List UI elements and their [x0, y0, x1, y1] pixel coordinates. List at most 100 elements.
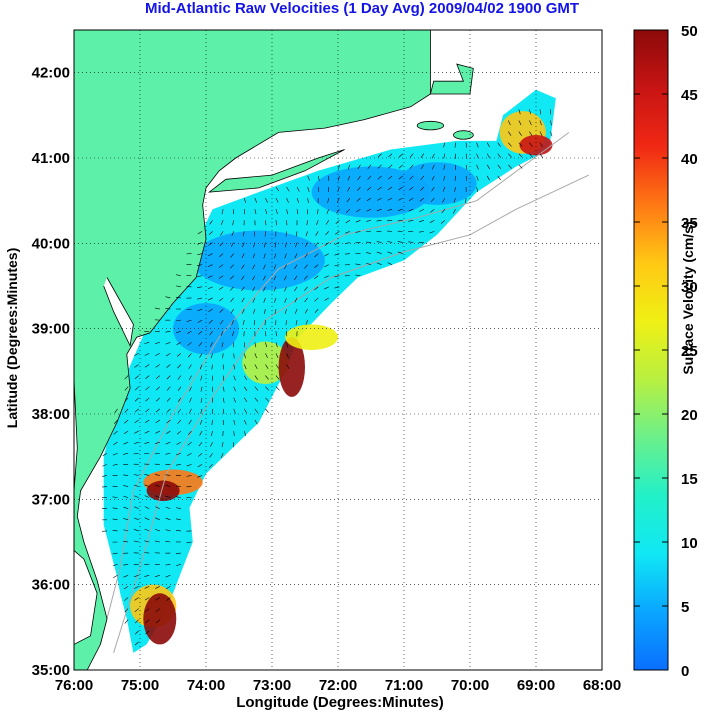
current-vector: [112, 518, 118, 521]
current-vector: [376, 219, 382, 222]
sound: [74, 549, 98, 645]
current-vector: [211, 364, 213, 370]
current-vector: [408, 197, 414, 201]
current-vector: [314, 242, 319, 247]
current-vector: [134, 353, 139, 356]
current-vector: [294, 253, 298, 259]
current-vector: [133, 474, 139, 476]
current-vector: [296, 209, 299, 215]
colorbar-tick-label: 50: [681, 23, 698, 40]
current-vector: [325, 220, 330, 225]
current-vector: [166, 397, 171, 402]
current-vector: [207, 264, 213, 267]
current-vector: [208, 253, 213, 257]
current-vector: [356, 197, 361, 202]
current-vector: [230, 253, 234, 258]
current-vector: [229, 275, 234, 280]
current-vector: [305, 320, 308, 325]
current-vector: [443, 142, 446, 148]
current-vector: [233, 408, 236, 414]
current-vector: [198, 330, 203, 335]
current-vector: [197, 253, 203, 256]
current-vector: [133, 495, 139, 498]
current-vector: [397, 251, 403, 254]
x-tick-label: 71:00: [385, 677, 423, 694]
current-vector: [197, 297, 203, 300]
current-vector: [265, 386, 270, 391]
current-vector: [465, 175, 468, 181]
current-vector: [366, 208, 372, 212]
current-vector: [155, 364, 160, 368]
current-vector: [176, 330, 182, 334]
x-tick-label: 73:00: [253, 677, 291, 694]
current-vector: [144, 474, 150, 476]
current-vector: [366, 252, 372, 254]
current-vector: [220, 231, 224, 236]
current-vector: [286, 364, 290, 369]
current-vector: [134, 419, 139, 424]
current-vector: [175, 496, 181, 498]
current-vector: [443, 153, 446, 159]
current-vector: [144, 364, 150, 368]
current-vector: [233, 397, 236, 403]
current-vector: [387, 241, 393, 243]
current-vector: [144, 430, 150, 434]
long-island: [207, 149, 345, 193]
current-vector: [197, 275, 203, 277]
current-vector: [307, 198, 309, 204]
current-vector: [144, 574, 150, 577]
current-vector: [197, 286, 203, 289]
current-vector: [197, 319, 203, 323]
current-vector: [145, 397, 150, 402]
current-vector: [134, 386, 139, 391]
current-vector: [355, 220, 361, 223]
current-vector: [177, 364, 182, 369]
current-vector: [314, 275, 319, 280]
current-vector: [102, 452, 108, 457]
current-vector: [398, 186, 403, 191]
current-vector: [252, 253, 256, 259]
current-vector: [431, 186, 435, 192]
current-vector: [409, 153, 414, 158]
current-vector: [529, 120, 532, 126]
current-vector: [200, 397, 203, 403]
current-vector: [154, 330, 160, 333]
current-vector: [254, 209, 257, 215]
current-vector: [355, 274, 361, 277]
current-vector: [497, 142, 501, 147]
current-vector: [113, 575, 118, 579]
island: [416, 120, 444, 131]
current-vector: [188, 408, 192, 414]
current-vector: [244, 397, 248, 403]
current-vector: [286, 209, 289, 215]
current-vector: [155, 386, 161, 391]
current-vector: [337, 175, 340, 181]
current-vector: [145, 608, 150, 612]
current-vector: [123, 541, 129, 543]
current-vector: [175, 285, 181, 288]
current-vector: [442, 197, 446, 203]
current-vector: [486, 175, 490, 181]
current-vector: [220, 453, 224, 458]
current-vector: [189, 397, 192, 403]
current-vector: [324, 242, 329, 246]
current-vector: [317, 175, 320, 181]
current-vector: [145, 375, 150, 379]
current-vector: [222, 408, 225, 414]
current-vector: [177, 375, 182, 380]
current-vector: [134, 597, 139, 601]
current-vector: [197, 308, 203, 312]
current-vector: [275, 331, 277, 337]
current-vector: [166, 386, 171, 391]
current-vector: [376, 241, 382, 243]
current-vector: [154, 563, 160, 566]
current-vector: [154, 452, 160, 455]
current-vector: [208, 242, 213, 246]
grid-lines: [74, 30, 602, 670]
current-vector: [218, 286, 224, 290]
current-vector: [211, 419, 213, 425]
current-vector: [273, 275, 277, 281]
current-vector: [275, 186, 280, 192]
current-vector: [144, 506, 150, 509]
current-vector: [165, 441, 171, 445]
